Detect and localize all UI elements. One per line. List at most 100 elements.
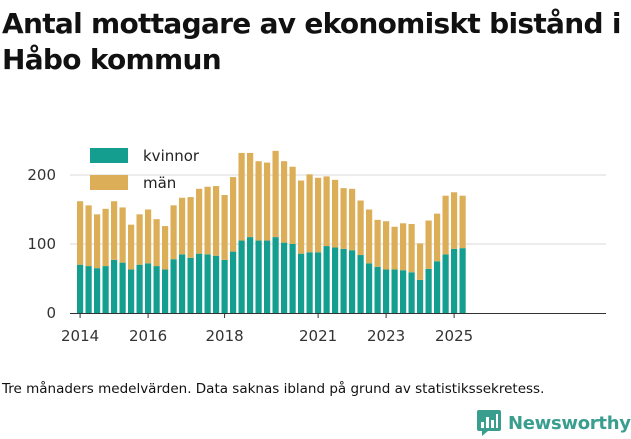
bar-man — [417, 243, 424, 280]
bar-man — [451, 192, 458, 249]
bar-man — [162, 226, 169, 270]
bar-man — [442, 195, 449, 255]
bar-man — [213, 186, 220, 256]
bar-man — [85, 205, 92, 267]
bar-kvinnor — [374, 266, 381, 313]
bar-kvinnor — [230, 251, 237, 313]
legend-label-man: män — [143, 174, 176, 192]
bar-kvinnor — [264, 240, 271, 313]
bar-man — [434, 213, 441, 262]
bar-man — [77, 201, 84, 265]
bar-kvinnor — [383, 269, 390, 313]
bar-kvinnor — [306, 252, 313, 313]
bar-man — [128, 224, 135, 270]
bar-kvinnor — [315, 252, 322, 313]
bar-kvinnor — [442, 254, 449, 313]
bar-man — [247, 152, 254, 238]
bar-man — [425, 220, 432, 269]
bar-kvinnor — [459, 248, 466, 313]
bar-kvinnor — [162, 269, 169, 313]
bar-man — [340, 188, 347, 249]
legend-swatch-kvinnor — [90, 148, 128, 163]
bar-man — [119, 207, 126, 263]
bar-kvinnor — [196, 253, 203, 313]
bar-kvinnor — [119, 262, 126, 313]
footnote: Tre månaders medelvärden. Data saknas ib… — [2, 381, 545, 397]
bar-man — [238, 152, 245, 241]
bar-man — [306, 174, 313, 253]
x-tick-label: 2025 — [435, 327, 473, 345]
bar-man — [349, 188, 356, 251]
chart-title: Antal mottagare av ekonomiskt bistånd i … — [2, 7, 621, 76]
bar-kvinnor — [221, 259, 228, 313]
bar-man — [281, 161, 288, 243]
bar-man — [230, 177, 237, 252]
bar-kvinnor — [366, 263, 373, 313]
bar-kvinnor — [451, 248, 458, 313]
bars — [77, 150, 466, 313]
bar-man — [204, 186, 211, 255]
legend: kvinnor män — [90, 147, 200, 192]
bar-man — [111, 201, 118, 260]
bar-kvinnor — [111, 259, 118, 313]
bar-man — [374, 219, 381, 267]
bar-kvinnor — [391, 269, 398, 313]
bar-kvinnor — [213, 255, 220, 313]
bar-kvinnor — [153, 266, 160, 313]
bar-kvinnor — [349, 250, 356, 313]
bar-man — [383, 221, 390, 270]
bar-man — [94, 214, 101, 269]
bar-man — [264, 162, 271, 241]
bar-man — [179, 197, 186, 255]
bar-kvinnor — [136, 264, 143, 313]
bar-kvinnor — [340, 248, 347, 313]
bar-kvinnor — [272, 237, 279, 313]
bar-man — [366, 209, 373, 264]
bar-kvinnor — [298, 253, 305, 313]
bar-man — [187, 197, 194, 258]
x-tick-label: 2016 — [129, 327, 167, 345]
x-tick-labels: 2014 2016 2018 2021 2023 2025 — [61, 313, 473, 345]
bar-man — [459, 195, 466, 249]
bar-man — [391, 226, 398, 270]
bar-man — [196, 188, 203, 254]
legend-label-kvinnor: kvinnor — [143, 147, 200, 165]
bar-kvinnor — [400, 270, 407, 313]
x-tick-label: 2023 — [367, 327, 405, 345]
bar-man — [170, 205, 177, 260]
bar-kvinnor — [170, 259, 177, 313]
bar-man — [136, 214, 143, 265]
bar-man — [408, 223, 415, 273]
y-tick-label: 0 — [46, 304, 56, 322]
bar-kvinnor — [408, 272, 415, 313]
bar-kvinnor — [145, 263, 152, 313]
bar-kvinnor — [238, 240, 245, 313]
newsworthy-brand: Newsworthy — [476, 408, 631, 438]
bar-kvinnor — [332, 247, 339, 313]
bar-kvinnor — [94, 268, 101, 313]
bar-man — [298, 180, 305, 254]
brand-name: Newsworthy — [508, 412, 631, 434]
bar-man — [255, 161, 262, 241]
y-tick-labels: 0 100 200 — [27, 166, 56, 322]
x-tick-label: 2021 — [299, 327, 337, 345]
bar-kvinnor — [77, 264, 84, 313]
bar-kvinnor — [179, 254, 186, 313]
x-tick-label: 2018 — [206, 327, 244, 345]
bar-kvinnor — [255, 240, 262, 313]
bar-kvinnor — [85, 266, 92, 313]
bar-kvinnor — [434, 261, 441, 313]
bar-kvinnor — [417, 279, 424, 313]
bar-man — [153, 219, 160, 267]
bar-kvinnor — [128, 269, 135, 313]
bar-man — [357, 200, 364, 256]
bar-man — [145, 209, 152, 264]
bar-man — [323, 176, 330, 247]
bar-man — [289, 166, 296, 244]
bar-kvinnor — [204, 254, 211, 313]
bar-kvinnor — [247, 237, 254, 313]
bar-man — [272, 150, 279, 238]
bar-kvinnor — [425, 268, 432, 313]
bar-kvinnor — [281, 242, 288, 313]
